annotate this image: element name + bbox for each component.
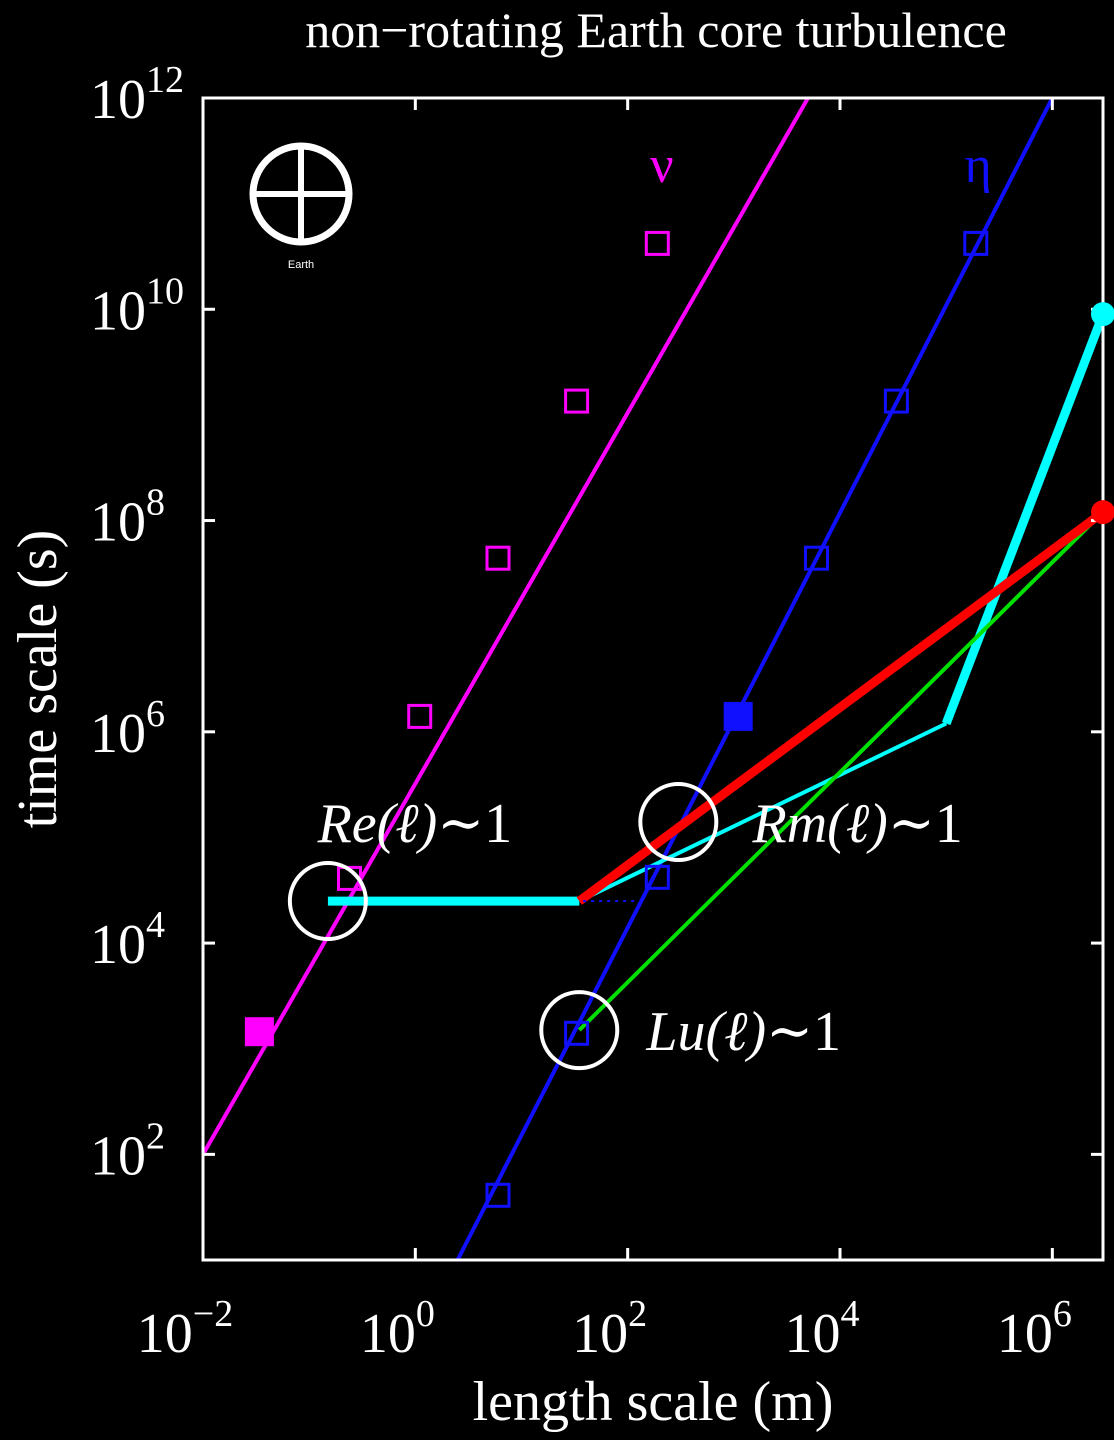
y-tick-label-1-base: 10 <box>90 914 146 976</box>
x-tick-label-1-base: 10 <box>360 1303 416 1365</box>
y-tick-label-1: 104 <box>90 904 165 976</box>
x-tick-label-0-base: 10 <box>137 1303 193 1365</box>
y-tick-label-4-exp: 10 <box>146 270 184 312</box>
x-tick-label-2: 102 <box>572 1293 647 1365</box>
x-tick-label-2-exp: 2 <box>628 1293 647 1335</box>
y-tick-label-2: 106 <box>90 693 165 765</box>
earth-logo: Earth <box>249 142 353 271</box>
series-0-marker-4 <box>564 388 590 414</box>
annotation-label-0-tail: ∼1 <box>437 793 512 855</box>
chart-title: non−rotating Earth core turbulence <box>305 2 1007 58</box>
x-tick-label-4-exp: 6 <box>1053 1293 1072 1335</box>
series-label-1: η <box>965 137 992 194</box>
series-layer <box>203 98 1103 1260</box>
y-tick-label-2-base: 10 <box>90 703 146 765</box>
series-0-marker-5 <box>644 230 670 256</box>
series-1-marker-4 <box>804 545 829 571</box>
series-1-marker-6 <box>963 230 989 256</box>
x-tick-label-1-exp: 0 <box>416 1293 435 1335</box>
series-4-end-dot <box>1091 302 1114 327</box>
plot-frame <box>201 96 1105 1262</box>
y-tick-label-2-exp: 6 <box>146 693 165 735</box>
x-tick-label-3-base: 10 <box>785 1303 841 1365</box>
annotation-circle-1 <box>638 782 719 863</box>
annotation-layer: Re(ℓ)∼1 Rm(ℓ)∼1Lu(ℓ)∼1ν η <box>244 137 1114 1208</box>
y-tick-label-5-exp: 12 <box>146 59 184 101</box>
series-1-marker-2 <box>644 864 670 890</box>
x-tick-label-0: 10−2 <box>137 1293 233 1365</box>
y-tick-label-3: 108 <box>90 482 165 554</box>
y-tick-label-3-base: 10 <box>90 492 146 554</box>
series-line-5 <box>577 510 1103 1032</box>
annotation-label-0-main: Re(ℓ) <box>317 793 438 855</box>
y-tick-label-0-exp: 2 <box>146 1115 165 1157</box>
series-6-end-dot <box>1091 500 1114 525</box>
y-tick-label-4-base: 10 <box>90 280 146 342</box>
x-tick-label-4: 106 <box>997 1293 1072 1365</box>
y-axis-label: time scale (s) <box>7 530 69 829</box>
x-tick-label-0-exp: −2 <box>193 1293 233 1335</box>
annotation-label-1-main: Rm(ℓ) <box>752 793 888 855</box>
y-tick-label-0: 102 <box>90 1115 165 1187</box>
series-0-marker-3 <box>485 545 511 571</box>
series-1-marker-5 <box>883 388 909 414</box>
annotation-label-2: Lu(ℓ)∼1 <box>645 1001 841 1063</box>
series-line-4 <box>941 312 1103 726</box>
series-line-0 <box>203 98 810 1156</box>
annotation-label-2-main: Lu(ℓ) <box>645 1001 766 1063</box>
series-line-6 <box>576 508 1103 905</box>
series-line-1 <box>455 98 1055 1260</box>
x-tick-label-4-base: 10 <box>997 1303 1053 1365</box>
annotation-label-0: Re(ℓ)∼1 <box>317 793 513 855</box>
x-tick-label-3-exp: 4 <box>841 1293 860 1335</box>
x-tick-label-3: 104 <box>785 1293 860 1365</box>
earth-logo-label: Earth <box>288 259 314 271</box>
series-label-0: ν <box>650 137 674 194</box>
x-tick-label-2-base: 10 <box>572 1303 628 1365</box>
series-1-marker-0 <box>485 1182 511 1208</box>
series-0-marker-0 <box>244 1017 274 1047</box>
annotation-circle-0 <box>287 861 368 942</box>
series-1-marker-1 <box>564 1020 590 1046</box>
annotation-label-1: Rm(ℓ)∼1 <box>752 793 963 855</box>
annotation-label-2-tail: ∼1 <box>766 1001 841 1063</box>
series-line-3 <box>578 721 948 903</box>
series-1-marker-3 <box>723 701 753 731</box>
y-tick-label-3-exp: 8 <box>146 482 165 524</box>
x-axis-label: length scale (m) <box>473 1371 834 1433</box>
y-tick-label-5-base: 10 <box>90 69 146 131</box>
y-tick-label-0-base: 10 <box>90 1125 146 1187</box>
y-tick-label-4: 1010 <box>90 270 184 342</box>
x-tick-label-1: 100 <box>360 1293 435 1365</box>
y-tick-label-5: 1012 <box>90 59 184 131</box>
annotation-label-1-tail: ∼1 <box>888 793 963 855</box>
series-0-marker-2 <box>407 703 433 729</box>
annotation-circle-2 <box>539 990 620 1071</box>
y-tick-label-1-exp: 4 <box>146 904 165 946</box>
